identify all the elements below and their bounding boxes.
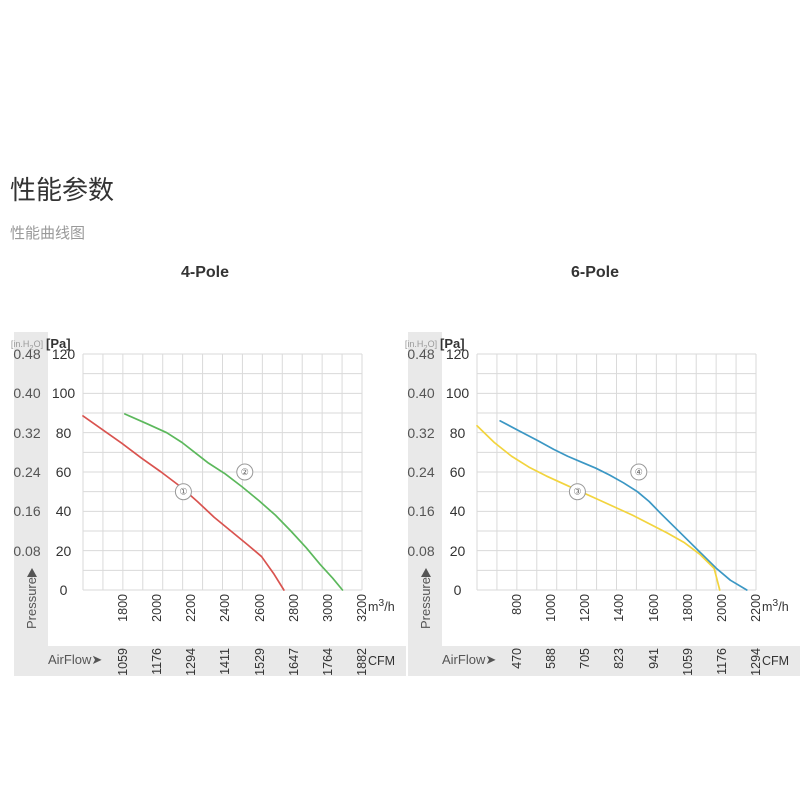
svg-text:②: ② [241, 467, 249, 477]
svg-text:①: ① [179, 487, 187, 497]
svg-text:③: ③ [573, 487, 581, 497]
svg-text:④: ④ [635, 467, 643, 477]
